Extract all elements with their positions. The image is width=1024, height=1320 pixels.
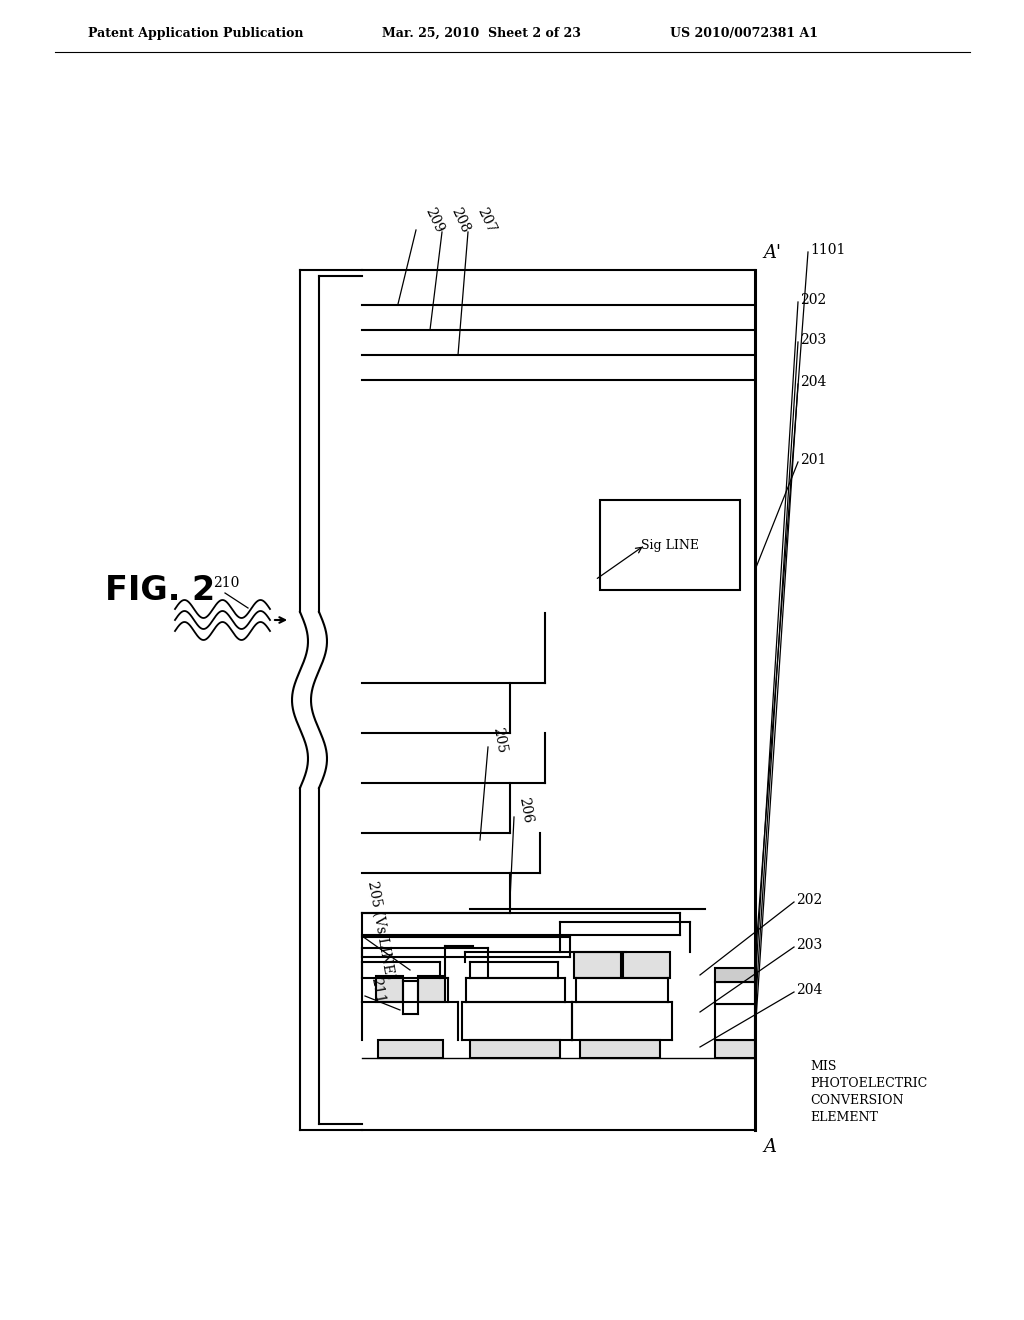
Text: Sig LINE: Sig LINE (641, 539, 699, 552)
Text: 207: 207 (474, 205, 498, 235)
Text: 1101: 1101 (810, 243, 846, 257)
Text: 210: 210 (213, 576, 240, 590)
Text: 205 (Vs LINE): 205 (Vs LINE) (365, 879, 396, 981)
Bar (580, 1040, 660, 1059)
Bar (715, 968, 755, 982)
Text: 203: 203 (796, 939, 822, 952)
Text: A: A (763, 1138, 776, 1156)
Bar (418, 975, 445, 1002)
Text: 201: 201 (800, 453, 826, 467)
Text: MIS
PHOTOELECTRIC
CONVERSION
ELEMENT: MIS PHOTOELECTRIC CONVERSION ELEMENT (810, 1060, 928, 1125)
Bar (378, 1040, 443, 1059)
Bar (715, 1005, 755, 1040)
Text: FIG. 2: FIG. 2 (105, 573, 215, 606)
Text: Patent Application Publication: Patent Application Publication (88, 26, 303, 40)
Text: 204: 204 (800, 375, 826, 389)
Text: US 2010/0072381 A1: US 2010/0072381 A1 (670, 26, 818, 40)
Text: 202: 202 (800, 293, 826, 308)
Bar (470, 1040, 560, 1059)
Bar (715, 982, 755, 1005)
Bar (623, 952, 670, 978)
Text: 211: 211 (368, 975, 386, 1005)
Text: A': A' (763, 244, 781, 261)
Text: 203: 203 (800, 333, 826, 347)
Text: 208: 208 (449, 205, 472, 235)
Bar (574, 952, 621, 978)
Bar (600, 500, 740, 590)
Text: 209: 209 (422, 205, 445, 235)
Bar (376, 975, 403, 1002)
Text: 205: 205 (490, 726, 508, 754)
Text: Mar. 25, 2010  Sheet 2 of 23: Mar. 25, 2010 Sheet 2 of 23 (382, 26, 581, 40)
Text: 204: 204 (796, 983, 822, 997)
Bar (715, 1040, 755, 1059)
Text: 206: 206 (516, 796, 535, 824)
Text: 202: 202 (796, 894, 822, 907)
